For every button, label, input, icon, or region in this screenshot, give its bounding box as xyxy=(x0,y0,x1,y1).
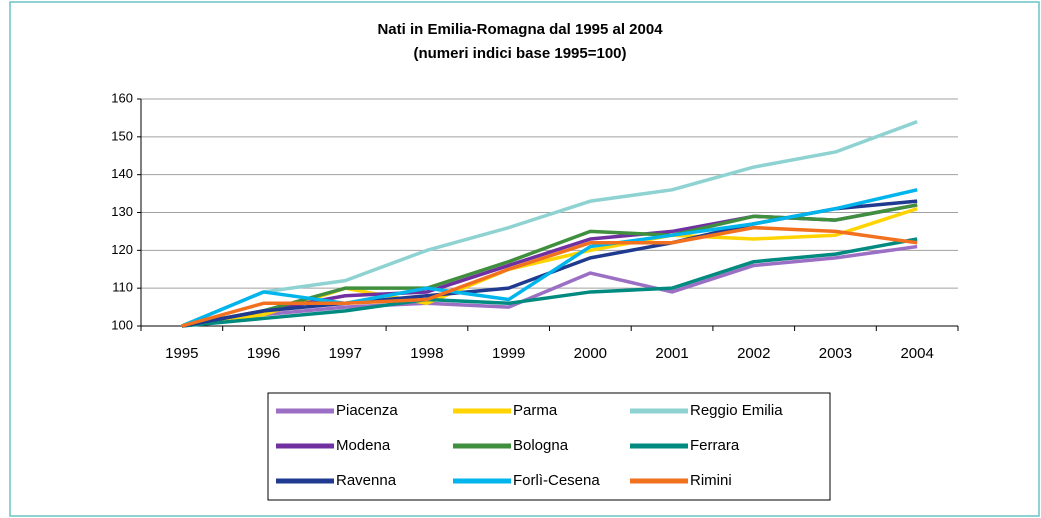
legend-label: Modena xyxy=(336,437,391,454)
x-tick-label: 2001 xyxy=(655,345,688,362)
x-tick-label: 2004 xyxy=(900,345,933,362)
legend-label: Bologna xyxy=(513,437,569,454)
legend-label: Parma xyxy=(513,402,558,419)
y-tick-label: 100 xyxy=(111,317,133,332)
legend-label: Ferrara xyxy=(690,437,740,454)
y-tick-label: 130 xyxy=(111,204,133,219)
y-tick-label: 110 xyxy=(112,280,133,295)
x-tick-label: 1996 xyxy=(247,345,280,362)
series-line xyxy=(181,225,918,328)
chart-title: Nati in Emilia-Romagna dal 1995 al 2004 xyxy=(377,21,663,38)
y-tick-label: 140 xyxy=(111,166,133,181)
x-tick-label: 1999 xyxy=(492,345,525,362)
legend-label: Rimini xyxy=(690,472,732,489)
series-line xyxy=(181,207,918,328)
series-line xyxy=(181,188,918,328)
y-tick-label: 120 xyxy=(111,242,133,257)
legend-label: Reggio Emilia xyxy=(690,402,783,419)
chart-subtitle: (numeri indici base 1995=100) xyxy=(413,45,626,62)
x-tick-label: 1998 xyxy=(410,345,443,362)
legend-box xyxy=(267,392,831,501)
x-tick-label: 2000 xyxy=(574,345,607,362)
series-line xyxy=(181,203,918,328)
series-line xyxy=(181,237,918,328)
series-line xyxy=(181,120,918,328)
legend-label: Ravenna xyxy=(336,472,397,489)
legend-label: Forlì-Cesena xyxy=(513,472,600,489)
x-tick-label: 1997 xyxy=(329,345,362,362)
y-tick-label: 160 xyxy=(111,90,133,105)
y-tick-label: 150 xyxy=(111,128,133,143)
x-tick-label: 2003 xyxy=(819,345,852,362)
series-line xyxy=(181,244,918,328)
legend-label: Piacenza xyxy=(336,402,398,419)
x-tick-label: 1995 xyxy=(165,345,198,362)
x-tick-label: 2002 xyxy=(737,345,770,362)
